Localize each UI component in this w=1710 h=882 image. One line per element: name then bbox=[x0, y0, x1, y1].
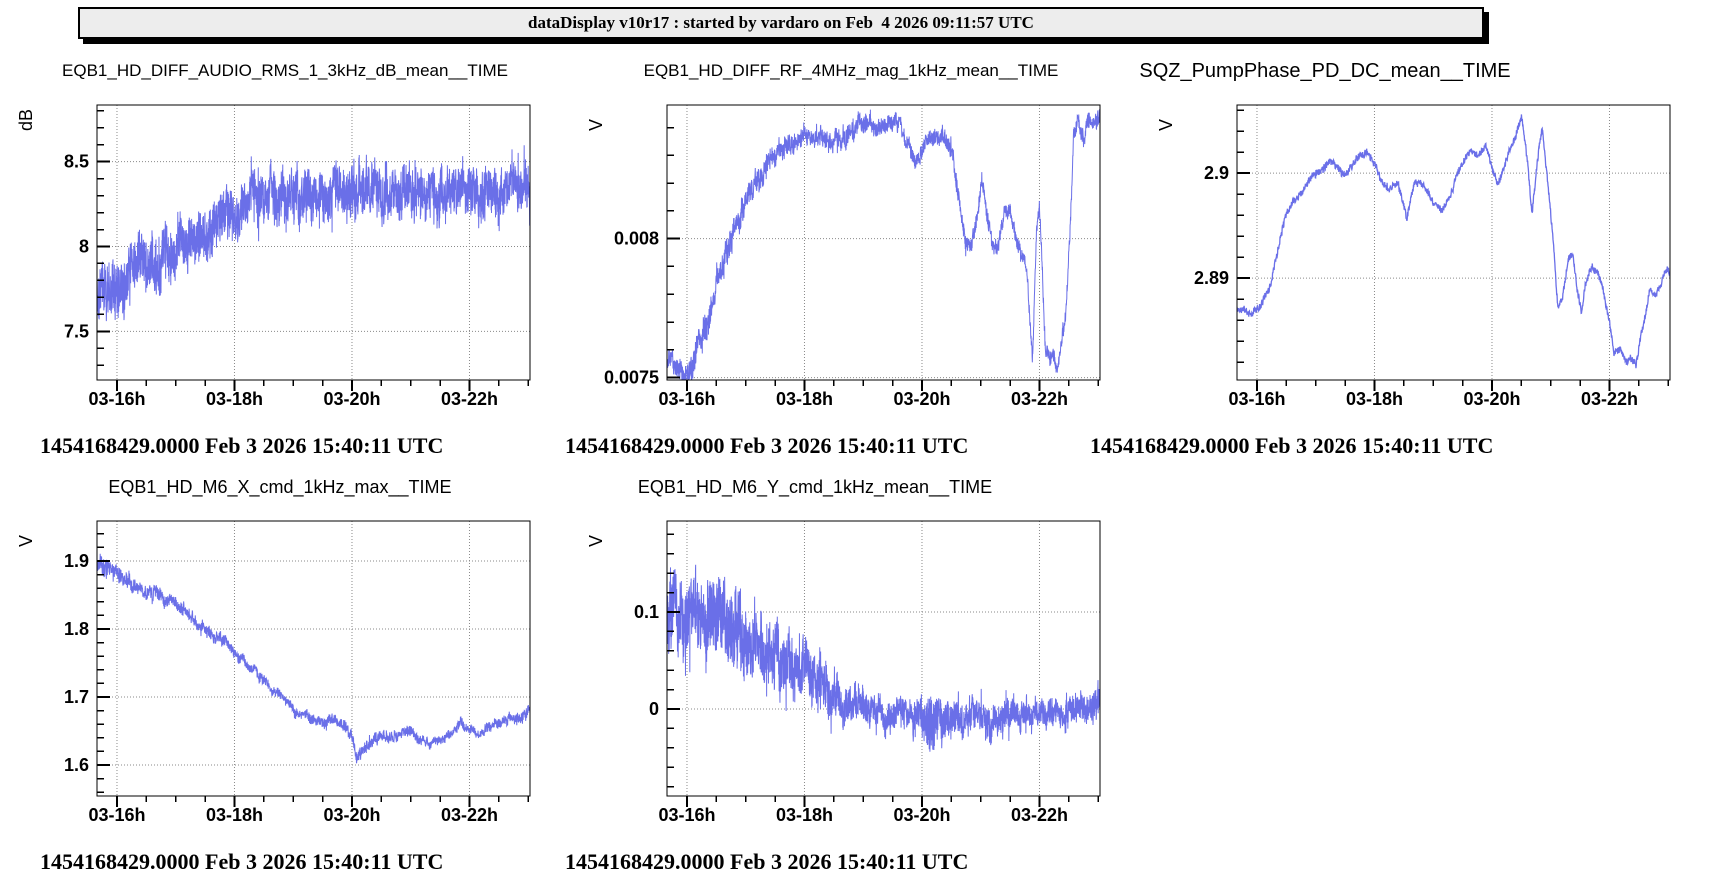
data-trace bbox=[667, 109, 1100, 380]
x-tick-label: 03-20h bbox=[323, 805, 380, 825]
y-tick-label: 1.9 bbox=[64, 551, 89, 571]
plot-title: EQB1_HD_M6_Y_cmd_1kHz_mean__TIME bbox=[637, 477, 993, 497]
y-axis-unit-label: dB bbox=[16, 109, 36, 131]
x-tick-label: 03-20h bbox=[893, 805, 950, 825]
y-tick-label: 0.0075 bbox=[604, 368, 659, 388]
x-tick-label: 03-20h bbox=[893, 389, 950, 409]
timestamp-label: 1454168429.0000 Feb 3 2026 15:40:11 UTC bbox=[565, 849, 969, 874]
y-tick-label: 2.89 bbox=[1194, 268, 1229, 288]
x-tick-label: 03-16h bbox=[1228, 389, 1285, 409]
data-trace bbox=[97, 145, 530, 322]
y-tick-label: 1.6 bbox=[64, 755, 89, 775]
plot-pad-audio-rms: EQB1_HD_DIFF_AUDIO_RMS_1_3kHz_dB_mean__T… bbox=[0, 45, 570, 465]
plot-frame bbox=[96, 520, 531, 797]
x-tick-label: 03-16h bbox=[658, 389, 715, 409]
y-tick-label: 1.7 bbox=[64, 687, 89, 707]
x-tick-label: 03-16h bbox=[658, 805, 715, 825]
x-tick-label: 03-22h bbox=[1011, 805, 1068, 825]
plot-pad-m6-y-cmd: EQB1_HD_M6_Y_cmd_1kHz_mean__TIME 03-16h 0… bbox=[565, 461, 1140, 881]
plot-pad-sqz-pumpphase: SQZ_PumpPhase_PD_DC_mean__TIME 03-16h 03-… bbox=[1090, 45, 1710, 465]
x-tick-label: 03-16h bbox=[88, 389, 145, 409]
timestamp-label: 1454168429.0000 Feb 3 2026 15:40:11 UTC bbox=[40, 433, 444, 458]
y-tick-label: 0.1 bbox=[634, 602, 659, 622]
x-tick-label: 03-18h bbox=[206, 389, 263, 409]
plot-title: EQB1_HD_M6_X_cmd_1kHz_max__TIME bbox=[108, 477, 452, 497]
y-tick-label: 7.5 bbox=[64, 321, 89, 341]
y-axis-unit-label: V bbox=[586, 535, 606, 547]
y-tick-label: 2.9 bbox=[1204, 163, 1229, 183]
plot-title: SQZ_PumpPhase_PD_DC_mean__TIME bbox=[1139, 60, 1511, 82]
plot-title: EQB1_HD_DIFF_AUDIO_RMS_1_3kHz_dB_mean__T… bbox=[62, 61, 508, 80]
chart-canvas: 03-16h 03-18h 03-20h 03-22h 2.89 2.9 V bbox=[1156, 104, 1671, 409]
plot-title: EQB1_HD_DIFF_RF_4MHz_mag_1kHz_mean__TIME bbox=[643, 61, 1059, 80]
y-tick-label: 0.008 bbox=[614, 229, 659, 249]
y-tick-label: 0 bbox=[649, 699, 659, 719]
chart-canvas: 03-16h 03-18h 03-20h 03-22h 0.0075 0.008 V bbox=[586, 104, 1101, 409]
chart-canvas: 03-16h 03-18h 03-20h 03-22h 7.5 8 8.5 dB bbox=[16, 104, 531, 409]
plot-frame bbox=[96, 104, 531, 381]
plot-pad-m6-x-cmd: EQB1_HD_M6_X_cmd_1kHz_max__TIME 03-16h 03… bbox=[0, 461, 570, 881]
x-tick-label: 03-22h bbox=[441, 389, 498, 409]
y-tick-label: 8 bbox=[79, 236, 89, 256]
data-trace bbox=[97, 553, 530, 764]
timestamp-label: 1454168429.0000 Feb 3 2026 15:40:11 UTC bbox=[40, 849, 444, 874]
plot-frame bbox=[666, 520, 1101, 797]
x-tick-label: 03-22h bbox=[1581, 389, 1638, 409]
x-tick-label: 03-16h bbox=[88, 805, 145, 825]
plot-frame bbox=[666, 104, 1101, 381]
x-tick-label: 03-22h bbox=[1011, 389, 1068, 409]
timestamp-label: 1454168429.0000 Feb 3 2026 15:40:11 UTC bbox=[1090, 433, 1494, 458]
x-tick-label: 03-20h bbox=[1463, 389, 1520, 409]
x-tick-label: 03-18h bbox=[776, 389, 833, 409]
y-axis-unit-label: V bbox=[1156, 119, 1176, 131]
x-tick-label: 03-18h bbox=[206, 805, 263, 825]
chart-canvas: 03-16h 03-18h 03-20h 03-22h 1.6 1.7 1.8 1.9 V bbox=[16, 520, 531, 825]
y-axis-unit-label: V bbox=[16, 535, 36, 547]
x-tick-label: 03-18h bbox=[776, 805, 833, 825]
timestamp-label: 1454168429.0000 Feb 3 2026 15:40:11 UTC bbox=[565, 433, 969, 458]
window-title-bar: dataDisplay v10r17 : started by vardaro … bbox=[78, 7, 1484, 39]
plot-pad-rf-4mhz: EQB1_HD_DIFF_RF_4MHz_mag_1kHz_mean__TIME… bbox=[565, 45, 1140, 465]
chart-canvas: 03-16h 03-18h 03-20h 03-22h 0 0.1 V bbox=[586, 520, 1101, 825]
y-tick-label: 1.8 bbox=[64, 619, 89, 639]
x-tick-label: 03-20h bbox=[323, 389, 380, 409]
x-tick-label: 03-22h bbox=[441, 805, 498, 825]
plot-frame bbox=[1236, 104, 1671, 381]
data-trace bbox=[1237, 114, 1670, 369]
y-tick-label: 8.5 bbox=[64, 152, 89, 172]
x-tick-label: 03-18h bbox=[1346, 389, 1403, 409]
data-trace bbox=[667, 564, 1100, 752]
y-axis-unit-label: V bbox=[586, 119, 606, 131]
